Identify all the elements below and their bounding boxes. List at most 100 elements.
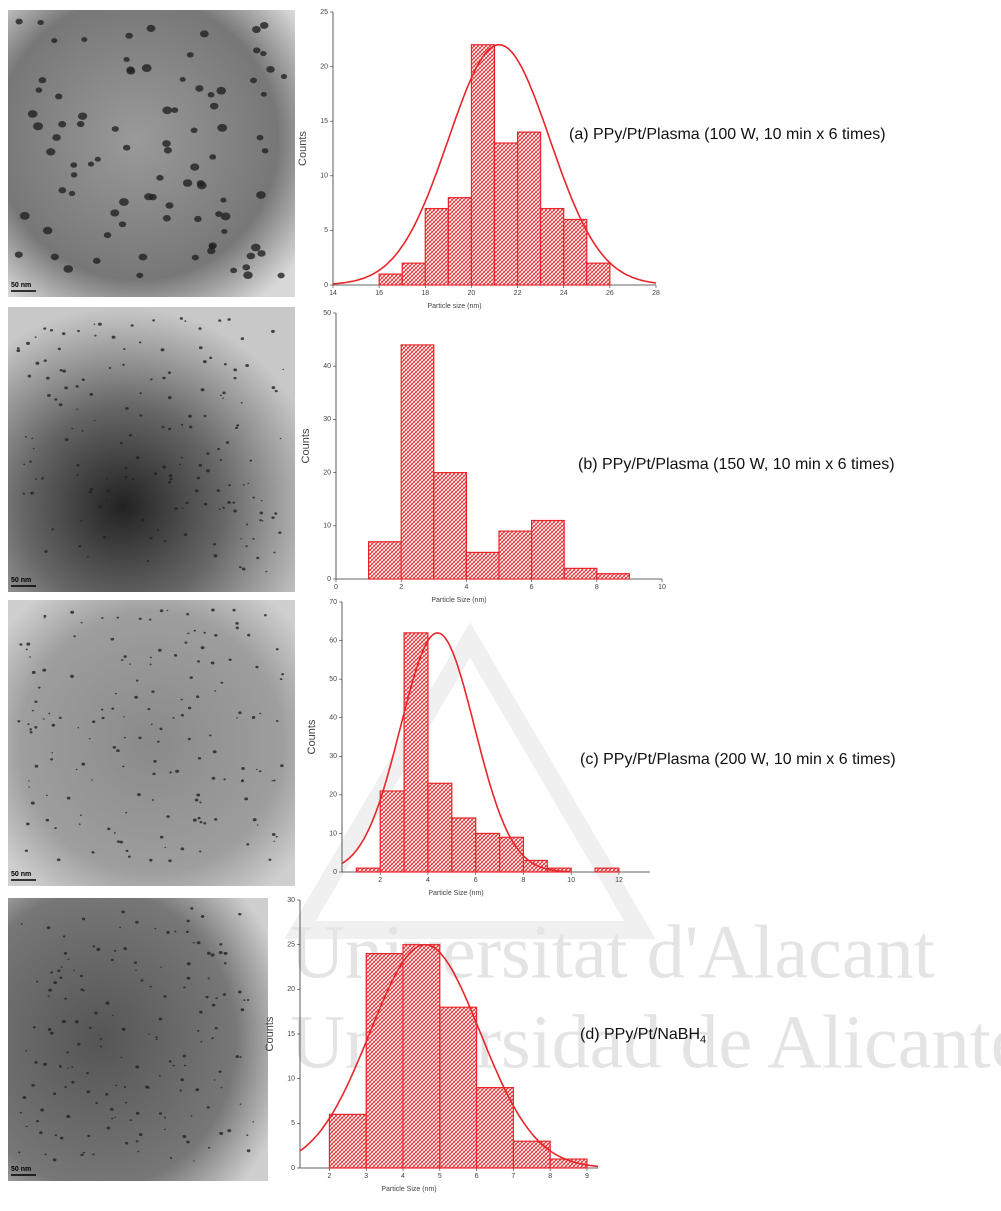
tem-particle [156,740,160,743]
tem-particle [203,822,207,825]
tem-particle [149,858,153,862]
tem-particle [39,1131,43,1135]
tem-particle [186,52,194,58]
tem-particle [46,926,51,930]
tem-particle [51,38,58,44]
tem-particle [217,447,220,451]
tem-particle [214,818,218,821]
tem-particle [66,796,71,800]
x-tick-label: 4 [426,877,430,884]
tem-particle [71,1066,74,1068]
tem-particle [78,823,81,825]
tem-particle [247,633,251,637]
tem-particle [31,670,36,675]
tem-particle [250,77,257,84]
tem-particle [115,1084,118,1087]
tem-particle [223,951,228,955]
tem-particle [162,106,172,115]
tem-particle [42,668,47,672]
tem-particle [100,708,104,711]
y-tick-label: 10 [323,523,331,530]
tem-particle [134,695,138,699]
x-axis-label: Particle Size (nm) [428,890,483,897]
bar [475,1086,514,1169]
tem-particle [203,414,207,418]
x-axis-label: Particle size (nm) [427,303,481,310]
tem-particle [222,993,227,996]
tem-particle [220,197,227,203]
tem-particle [233,368,238,372]
tem-particle [257,250,266,257]
fit-curve [299,943,599,1168]
tem-particle [274,512,278,515]
tem-particle [203,502,208,506]
tem-particle [123,56,130,62]
tem-particle [263,614,267,617]
tem-particle [77,329,80,333]
bar [475,832,501,873]
tem-particle [159,609,164,613]
tem-particle [130,324,134,327]
tem-particle [81,917,86,921]
tem-particle [80,519,83,522]
tem-particle [80,814,82,816]
tem-particle [172,1064,175,1067]
y-tick-label: 30 [287,897,295,904]
tem-particle [162,140,171,147]
tem-particle [158,1112,163,1115]
tem-particle [209,102,219,110]
tem-particle [198,327,202,330]
tem-particle [210,953,215,957]
tem-particle [270,329,275,333]
tem-particle [189,676,193,679]
tem-particle [280,764,284,768]
tem-particle [271,516,275,520]
tem-particle [277,272,285,279]
tem-particle [152,319,155,322]
tem-particle [167,480,172,484]
tem-particle [28,656,31,658]
y-tick-label: 70 [329,599,337,606]
tem-particle [35,980,39,983]
tem-particle [179,317,184,320]
tem-particle [156,174,164,181]
y-tick-label: 0 [291,1165,295,1172]
bar [424,207,449,286]
tem-particle [82,989,85,992]
tem-particle [54,827,57,830]
tem-particle [218,319,222,322]
bar [400,344,435,580]
tem-particle [162,376,166,380]
tem-particle [239,1056,242,1058]
tem-particle [29,460,32,463]
tem-particle [49,1031,54,1035]
tem-particle [71,1080,75,1084]
tem-particle [271,780,274,782]
tem-particle [77,727,80,729]
bar [368,541,402,580]
bar [451,817,477,873]
tem-particle [93,419,96,422]
x-tick-label: 24 [560,290,568,297]
tem-particle [279,678,283,681]
tem-particle [81,762,86,766]
bar [549,1158,588,1169]
tem-particle [27,110,38,118]
tem-particle [227,318,231,321]
tem-particle [242,264,251,271]
tem-particle [31,709,34,712]
tem-particle [70,172,78,178]
tem-particle [193,1160,195,1162]
tem-particle [153,472,158,475]
bar [401,262,426,286]
tem-image [8,600,295,886]
tem-particle [186,962,191,966]
tem-particle [92,1153,95,1156]
tem-particle [139,392,142,395]
tem-particle [87,1134,91,1138]
scale-label: 50 nm [11,282,31,289]
tem-particle [273,779,276,782]
tem-particle [259,519,262,522]
tem-particle [167,396,172,400]
tem-particle [156,529,159,531]
